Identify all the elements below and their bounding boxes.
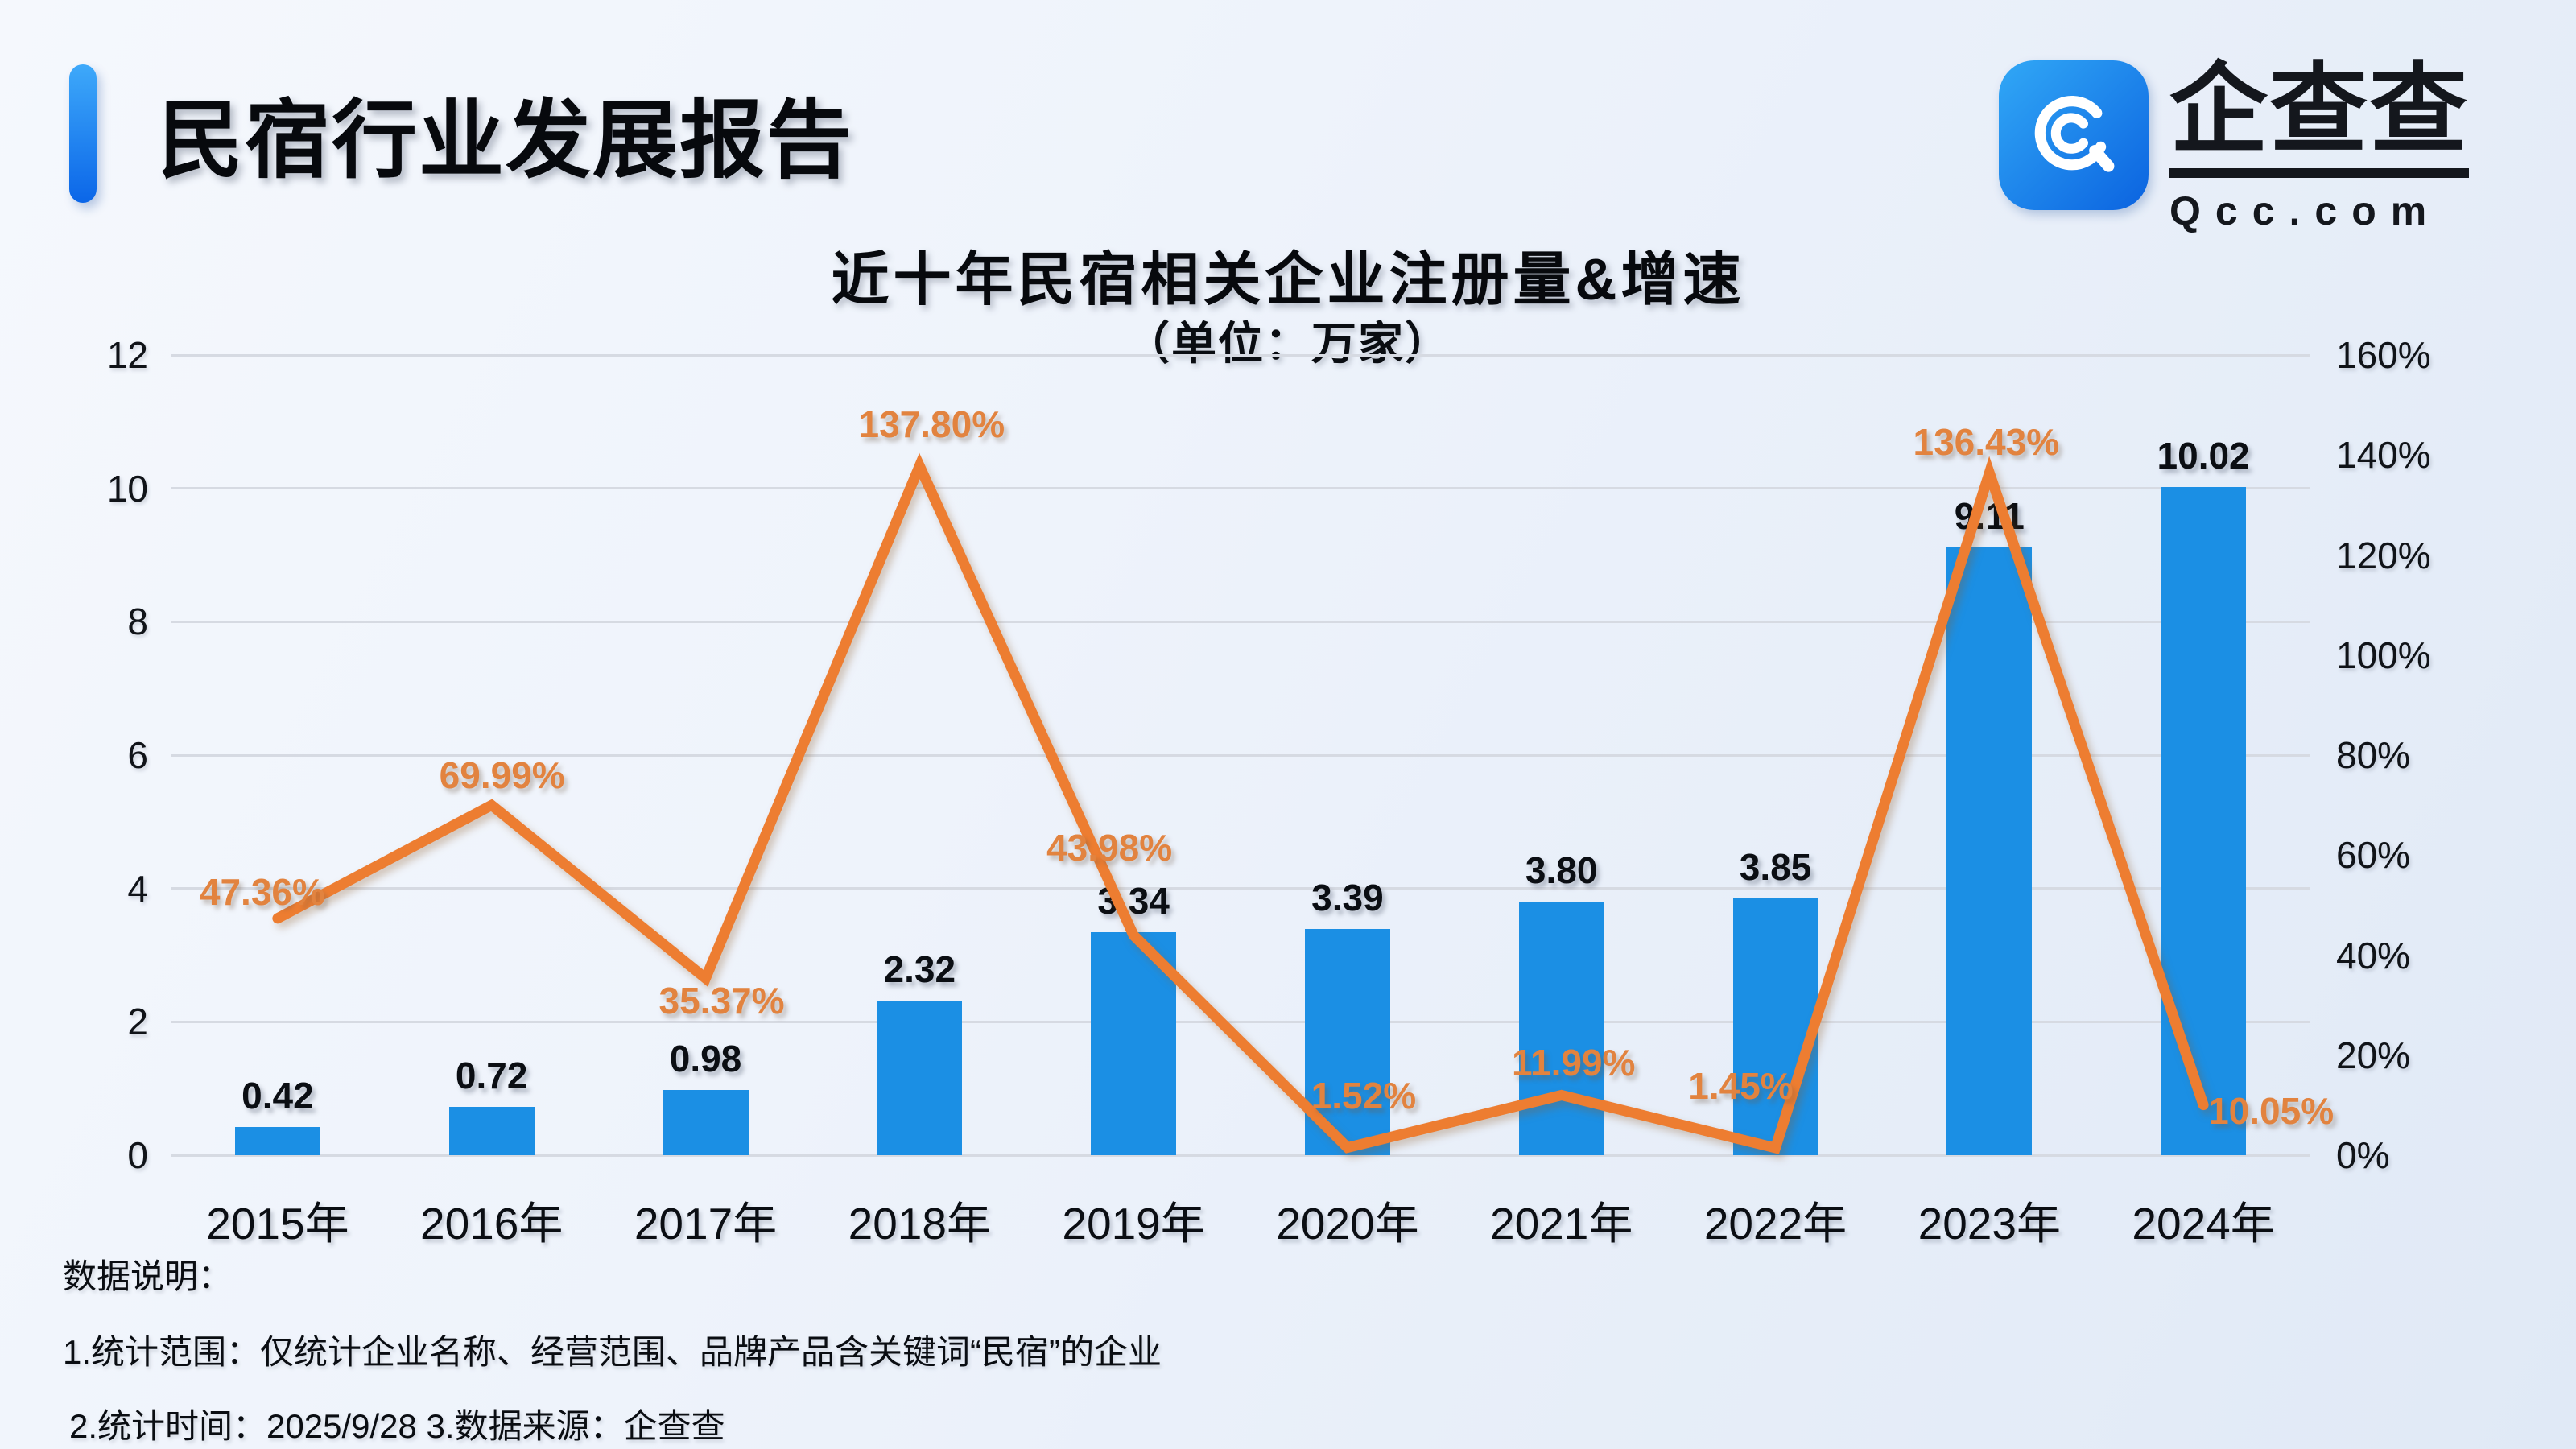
bar <box>2161 487 2247 1155</box>
bar-value-label: 10.02 <box>2157 435 2250 477</box>
growth-point-label: 11.99% <box>1511 1041 1636 1084</box>
bar-value-label: 0.72 <box>455 1055 528 1097</box>
y-axis-right-tick: 120% <box>2336 534 2431 576</box>
gridline <box>171 753 2310 757</box>
growth-point-label: 137.80% <box>858 402 1005 445</box>
x-axis-label: 2023年 <box>1918 1199 2061 1249</box>
notes-heading: 数据说明： <box>63 1257 233 1295</box>
growth-point-label: 69.99% <box>439 754 565 797</box>
bar <box>234 1127 320 1155</box>
chart-subtitle: （单位：万家） <box>1125 318 1451 369</box>
growth-point-label: 136.43% <box>1913 421 2060 464</box>
bar-value-label: 2.32 <box>883 947 956 990</box>
growth-point-label: 10.05% <box>2208 1089 2334 1132</box>
y-axis-right-tick: 40% <box>2336 934 2411 976</box>
gridline <box>171 620 2310 623</box>
x-axis-label: 2016年 <box>420 1199 564 1249</box>
plot-area: 0 2 4 6 8 10 12 0% 20% 40% 60% 80% 100% 120% 140% 160% 0… <box>107 334 2431 1249</box>
bar <box>1946 547 2033 1155</box>
growth-point-label: 1.45% <box>1688 1064 1794 1107</box>
y-axis-right-tick: 60% <box>2336 834 2411 877</box>
x-axis-label: 2017年 <box>634 1199 778 1249</box>
y-axis-left-tick: 2 <box>127 1001 148 1043</box>
notes-line-1: 1.统计范围：仅统计企业名称、经营范围、品牌产品含关键词“民宿”的企业 <box>63 1333 1162 1371</box>
chart-title: 近十年民宿相关企业注册量&增速 <box>831 248 1745 312</box>
x-axis-label: 2024年 <box>2132 1199 2275 1249</box>
y-axis-left-tick: 6 <box>127 734 148 776</box>
x-axis-label: 2018年 <box>848 1199 991 1249</box>
y-axis-right-tick: 140% <box>2336 434 2431 477</box>
page-title: 民宿行业发展报告 <box>158 93 853 188</box>
bar-value-label: 3.39 <box>1311 877 1384 919</box>
growth-point-label: 43.98% <box>1046 826 1173 869</box>
y-axis-left-tick: 8 <box>127 601 148 643</box>
y-axis-left-tick: 10 <box>106 467 148 510</box>
y-axis-right-tick: 0% <box>2336 1134 2390 1176</box>
y-axis-right-tick: 20% <box>2336 1034 2411 1076</box>
y-axis-left-tick: 12 <box>106 334 148 376</box>
bar <box>1518 902 1604 1155</box>
qcc-brand-name: 企查查 <box>2169 60 2469 178</box>
qcc-logo-icon <box>1999 60 2149 210</box>
y-axis-left-tick: 4 <box>127 867 148 910</box>
gridline <box>171 1154 2310 1157</box>
gridline <box>171 353 2310 357</box>
bar <box>1732 898 1818 1155</box>
gridline <box>171 1020 2310 1023</box>
growth-point-label: 35.37% <box>658 980 785 1022</box>
y-axis-right-tick: 100% <box>2336 634 2431 676</box>
qcc-logo: 企查查 Qcc.com <box>1999 60 2469 234</box>
bar-value-label: 0.42 <box>242 1075 314 1117</box>
growth-line-layer <box>272 452 2209 1154</box>
x-axis-label: 2015年 <box>206 1199 349 1249</box>
growth-point-label: 1.52% <box>1311 1074 1417 1117</box>
y-axis-right-tick: 80% <box>2336 734 2411 776</box>
gridline <box>171 487 2310 490</box>
growth-point-label: 47.36% <box>199 870 325 913</box>
qcc-domain: Qcc.com <box>2169 188 2442 233</box>
growth-line <box>272 452 2209 1154</box>
y-axis-right-tick: 160% <box>2336 334 2431 376</box>
x-axis-label: 2019年 <box>1062 1199 1205 1249</box>
bar-value-label: 3.80 <box>1525 849 1598 892</box>
bar-value-label: 3.85 <box>1739 846 1812 889</box>
x-axis-label: 2020年 <box>1276 1199 1419 1249</box>
title-accent-bar <box>69 64 97 203</box>
x-axis-label: 2022年 <box>1703 1199 1847 1249</box>
bar <box>663 1089 749 1155</box>
notes-line-2: 2.统计时间：2025/9/28 3.数据来源：企查查 <box>69 1407 725 1445</box>
bar <box>448 1107 535 1155</box>
qcc-logo-text: 企查查 Qcc.com <box>2169 60 2469 234</box>
x-axis-label: 2021年 <box>1490 1199 1633 1249</box>
bar <box>877 1000 963 1155</box>
gridline <box>171 887 2310 890</box>
magnifier-spiral-icon <box>2034 96 2115 172</box>
y-axis-left-tick: 0 <box>127 1134 148 1176</box>
bar-value-label: 0.98 <box>669 1037 742 1080</box>
